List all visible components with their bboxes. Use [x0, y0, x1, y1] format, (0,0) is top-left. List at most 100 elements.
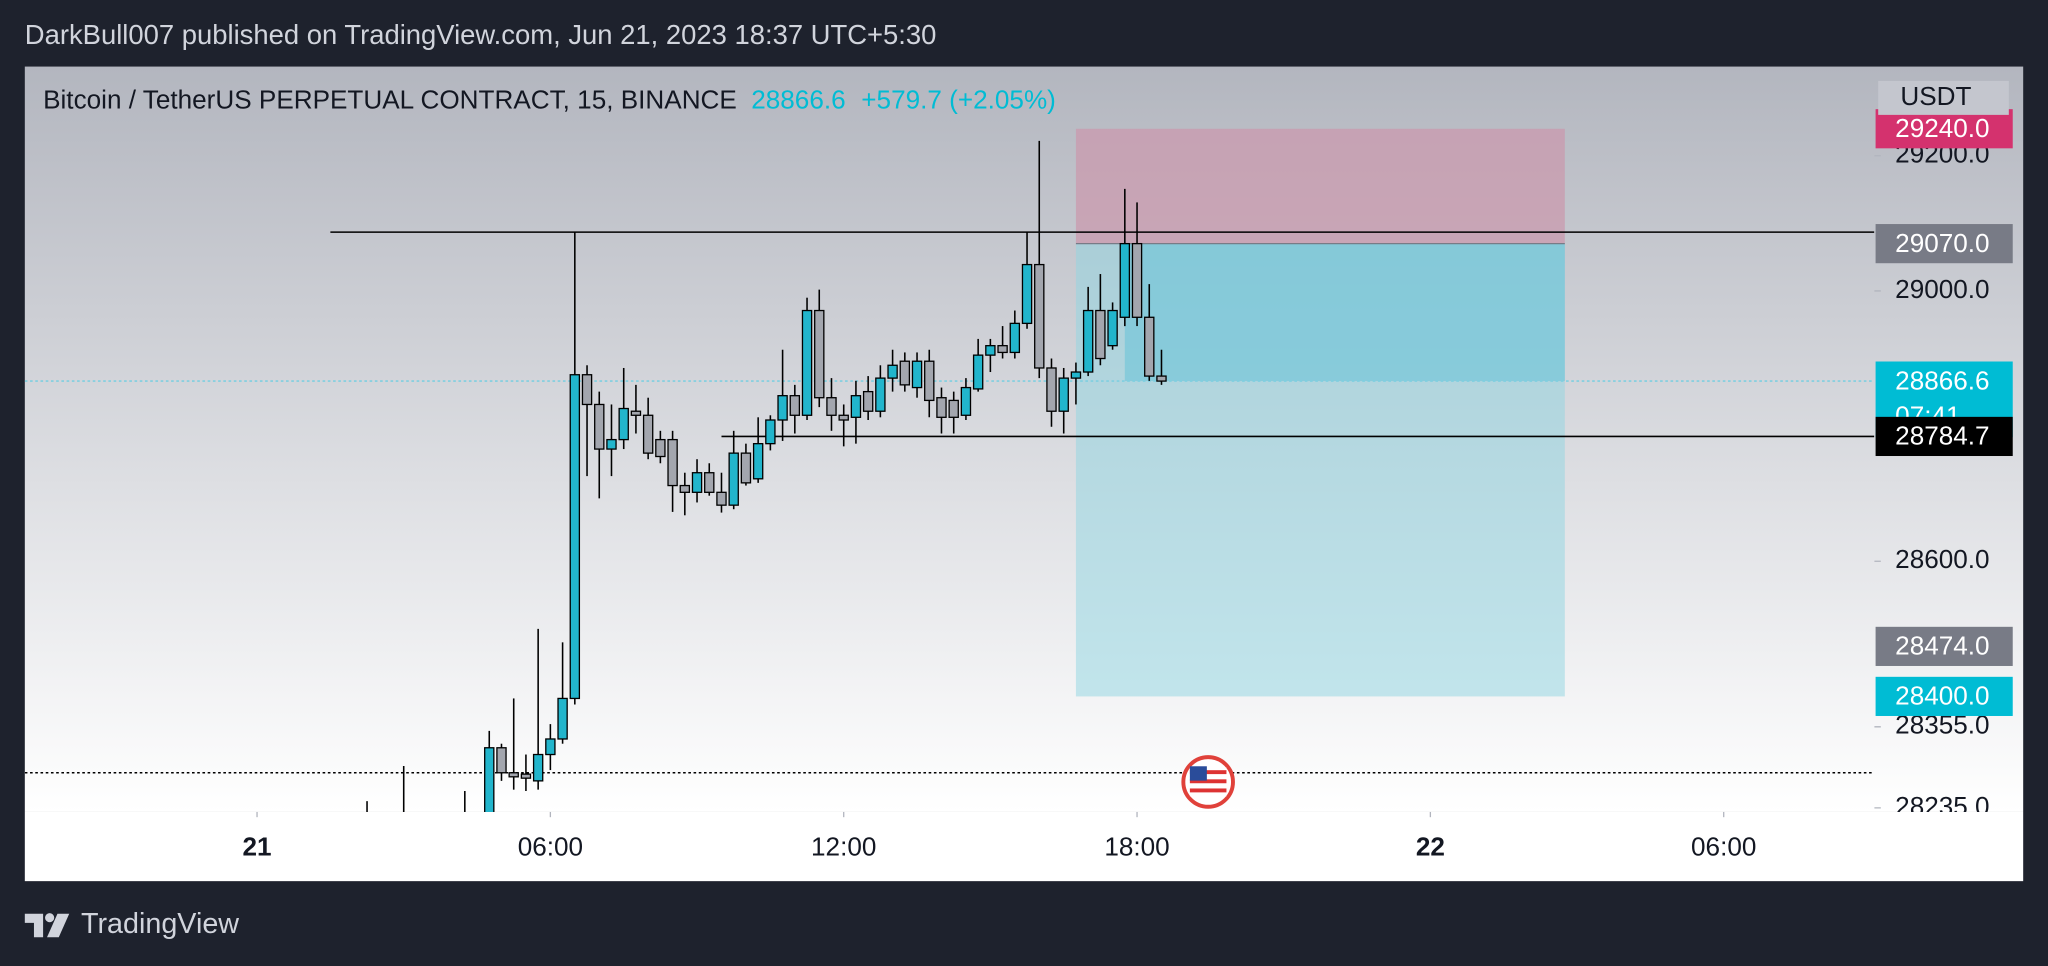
flag-canton [1189, 766, 1207, 781]
candle-body [679, 484, 691, 493]
time-axis-labels: 21 06:00 12:00 18:00 22 06:00 [243, 811, 1756, 861]
currency-box [1878, 80, 2009, 115]
candle-body [545, 738, 556, 756]
candle-body [765, 419, 776, 445]
candle-body [985, 345, 996, 356]
candle-body [838, 414, 849, 421]
logo-part [45, 913, 55, 923]
candle-body [936, 397, 947, 418]
candle-body [704, 472, 715, 493]
candle-body [484, 747, 495, 812]
candle-body [508, 772, 519, 778]
candle-body [655, 438, 666, 458]
candle-body [606, 438, 617, 450]
candle-body [1144, 316, 1155, 377]
candle-body [789, 395, 801, 416]
candle-body [1009, 322, 1021, 354]
flag-stripe [1189, 779, 1227, 784]
y-tick-label: 28600.0 [1895, 544, 1989, 574]
candle-body [569, 374, 581, 700]
candle-body [1021, 263, 1033, 325]
candle-body [1131, 242, 1143, 318]
price-label: 29240.0 [1895, 113, 1989, 143]
candle-body [777, 395, 788, 421]
x-tick-label: 22 [1416, 831, 1445, 861]
candle-body [960, 386, 972, 416]
x-tick-label: 21 [243, 831, 272, 861]
open-pnl-zone [1124, 243, 1565, 382]
candle-body [728, 452, 739, 506]
candle-body [1095, 309, 1106, 360]
candle-body [875, 377, 886, 412]
candle-body [496, 747, 507, 774]
candle-body [862, 390, 874, 412]
price-label-box [1875, 224, 2013, 264]
time-axis [24, 811, 2024, 882]
candle-body [948, 399, 959, 418]
candle-body [581, 374, 593, 406]
currency: USDT [1900, 81, 1971, 111]
candle-body [997, 345, 1008, 354]
candle-body [752, 443, 764, 480]
candle-body [972, 354, 984, 390]
price-label-box [1875, 626, 2013, 666]
candle-body [594, 403, 605, 450]
y-tick-label: 28235.0 [1895, 791, 1989, 821]
candle-body [801, 309, 813, 416]
candle-body [1119, 242, 1131, 318]
x-tick-label: 18:00 [1104, 831, 1169, 861]
candle-body [667, 438, 678, 487]
candle-body [826, 397, 837, 416]
candle-body [887, 364, 898, 379]
price-label-box [1875, 109, 2013, 149]
candle-body [1107, 309, 1118, 347]
candle-body [850, 395, 862, 418]
price-label: 28784.7 [1895, 421, 1989, 451]
candle-body [740, 452, 752, 484]
candle-body [814, 309, 825, 399]
flag-stripe [1189, 788, 1227, 793]
price-label: 29070.0 [1895, 228, 1989, 258]
stop-zone [1075, 128, 1565, 244]
candle-body [1034, 263, 1045, 369]
last-price: 28866.6 [751, 85, 845, 115]
logo-part [47, 913, 70, 938]
plot-area [24, 128, 1875, 812]
candle-body [1046, 367, 1057, 412]
x-tick-label: 06:00 [1691, 831, 1756, 861]
candle-body [618, 407, 629, 441]
brand-logo [24, 913, 70, 938]
price-scale: 29200.029000.028600.028355.028235.029240… [1874, 109, 2013, 821]
candle-body [899, 360, 911, 386]
candle-body [1156, 375, 1167, 382]
logo-part [24, 913, 44, 938]
candle-body [691, 472, 703, 493]
candle-body [924, 360, 935, 402]
x-tick-label: 06:00 [518, 831, 583, 861]
price-label-box [1875, 416, 2013, 457]
price-change: +579.7 (+2.05%) [861, 85, 1056, 115]
candle-body [1058, 377, 1069, 412]
candle-body [520, 773, 532, 779]
event-icon[interactable] [1181, 755, 1235, 809]
candle-body [557, 697, 568, 740]
flag-stripe [1189, 770, 1227, 775]
price-label-box [1875, 676, 2013, 716]
candle-body [1070, 371, 1082, 379]
chart-pane [24, 66, 2024, 812]
candle-body [1082, 309, 1094, 373]
candle-body [532, 753, 544, 782]
candle-body [716, 491, 727, 506]
candle-body [911, 360, 923, 389]
brand: TradingView [81, 908, 239, 940]
candle-body [630, 410, 642, 416]
symbol-title: Bitcoin / TetherUS PERPETUAL CONTRACT, 1… [43, 85, 737, 115]
price-label: 28866.6 [1895, 365, 1989, 395]
publish-info: DarkBull007 published on TradingView.com… [25, 19, 937, 50]
price-label: 28474.0 [1895, 631, 1989, 661]
candle-body [642, 414, 654, 454]
x-tick-label: 12:00 [811, 831, 876, 861]
price-label: 28400.0 [1895, 681, 1989, 711]
